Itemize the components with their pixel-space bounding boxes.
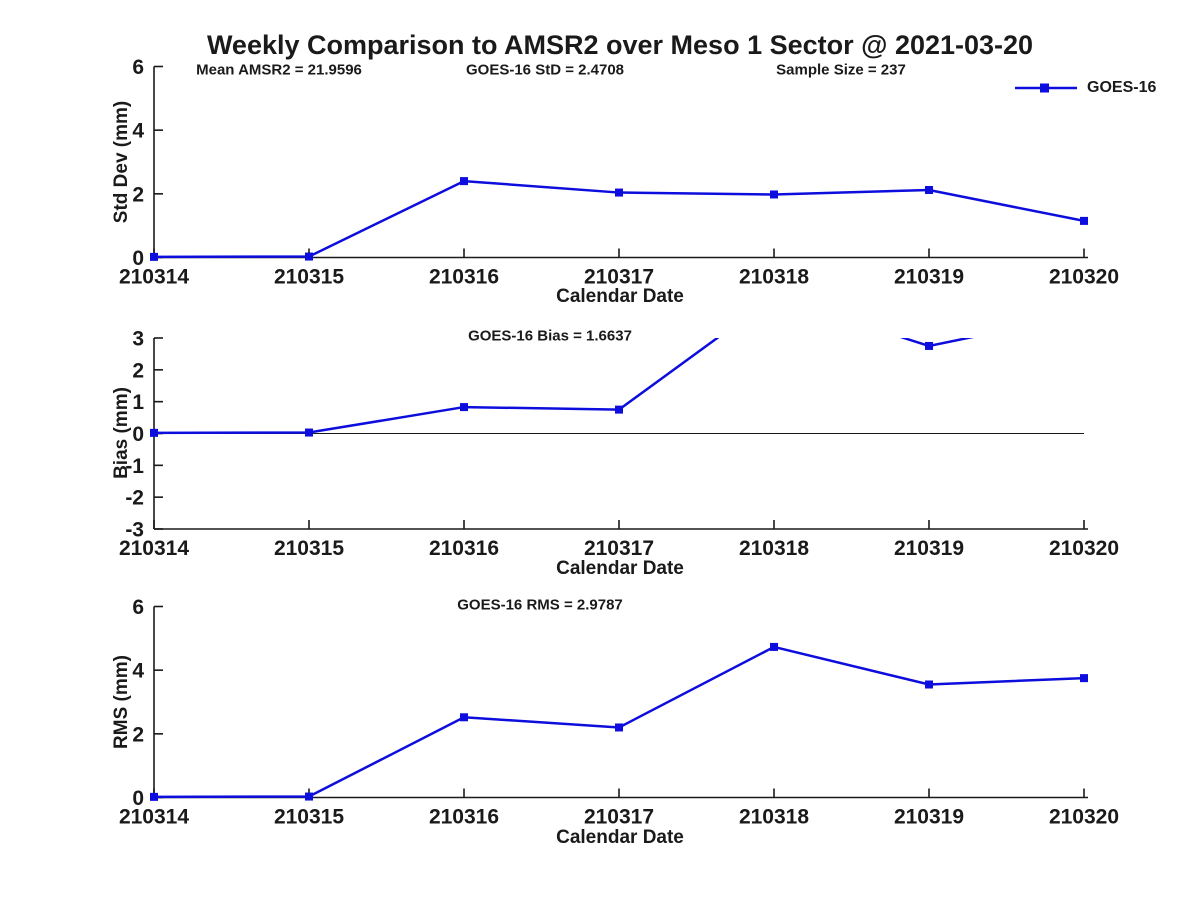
x-tick-label: 210317 xyxy=(584,266,654,289)
data-point-marker xyxy=(460,177,468,186)
data-point-marker xyxy=(1080,674,1088,683)
data-point-marker xyxy=(925,680,933,689)
annotation-goes16-std: GOES-16 StD = 2.4708 xyxy=(466,61,624,79)
data-point-marker xyxy=(460,713,468,722)
data-point-marker xyxy=(1080,216,1088,225)
data-point-marker xyxy=(460,403,468,412)
data-point-marker xyxy=(305,792,313,801)
x-tick-label: 210316 xyxy=(429,806,499,829)
y-tick-label: 1 xyxy=(132,391,144,414)
y-tick-label: -2 xyxy=(125,487,144,510)
x-tick-label: 210315 xyxy=(274,806,344,829)
data-point-marker xyxy=(615,188,623,197)
annotation-mean-amsr2: Mean AMSR2 = 21.9596 xyxy=(196,61,362,79)
annotation-sample-size: Sample Size = 237 xyxy=(776,61,906,79)
x-tick-label: 210315 xyxy=(274,266,344,289)
y-tick-label: 2 xyxy=(132,723,144,746)
y-tick-label: -3 xyxy=(125,519,144,542)
data-point-marker xyxy=(150,428,158,437)
data-point-marker xyxy=(770,190,778,199)
y-tick-label: -1 xyxy=(125,455,144,478)
x-tick-label: 210315 xyxy=(274,537,344,560)
data-point-marker xyxy=(150,792,158,801)
x-tick-label: 210314 xyxy=(119,537,189,560)
y-tick-label: 0 xyxy=(132,423,144,446)
data-point-marker xyxy=(305,252,313,261)
x-tick-label: 210316 xyxy=(429,537,499,560)
x-tick-label: 210319 xyxy=(894,806,964,829)
x-tick-label: 210317 xyxy=(584,537,654,560)
data-point-marker xyxy=(925,341,933,350)
legend-marker xyxy=(1040,83,1049,93)
legend-label: GOES-16 xyxy=(1087,79,1157,96)
y-tick-label: 0 xyxy=(132,787,144,810)
y-tick-label: 3 xyxy=(132,328,144,351)
x-tick-label: 210320 xyxy=(1049,806,1119,829)
data-point-marker xyxy=(305,428,313,437)
data-point-marker xyxy=(925,186,933,195)
legend-line-sample xyxy=(1015,83,1077,93)
x-axis-label-bias: Calendar Date xyxy=(556,558,684,579)
y-tick-label: 6 xyxy=(132,56,144,79)
y-tick-label: 6 xyxy=(132,596,144,619)
data-point-marker xyxy=(615,723,623,732)
x-tick-label: 210318 xyxy=(739,537,809,560)
x-tick-label: 210316 xyxy=(429,266,499,289)
series-line-goes-16 xyxy=(153,645,1085,799)
y-tick-label: 4 xyxy=(132,660,144,683)
x-tick-label: 210318 xyxy=(739,266,809,289)
x-axis-label-rms: Calendar Date xyxy=(556,827,684,848)
y-axis-label-bias: Bias (mm) xyxy=(111,387,132,479)
annotation-goes16-rms: GOES-16 RMS = 2.9787 xyxy=(457,596,623,614)
y-axis-label-rms: RMS (mm) xyxy=(111,655,132,749)
x-tick-label: 210317 xyxy=(584,806,654,829)
y-tick-label: 2 xyxy=(132,183,144,206)
std_dev_panel-plot: 0 2 4 6 210314 210315 210316 210317 210318 210319… xyxy=(119,56,1119,289)
x-tick-label: 210320 xyxy=(1049,266,1119,289)
x-tick-label: 210314 xyxy=(119,266,189,289)
legend: GOES-16 xyxy=(1014,79,1156,97)
rms_panel-plot: 0 2 4 6 210314 210315 210316 210317 210318 210319… xyxy=(119,596,1119,829)
y-axis-label-stddev: Std Dev (mm) xyxy=(111,100,132,224)
x-tick-label: 210319 xyxy=(894,266,964,289)
figure-title: Weekly Comparison to AMSR2 over Meso 1 S… xyxy=(206,30,1034,60)
data-point-marker xyxy=(150,252,158,261)
x-tick-label: 210320 xyxy=(1049,537,1119,560)
x-tick-label: 210319 xyxy=(894,537,964,560)
annotation-goes16-bias: GOES-16 Bias = 1.6637 xyxy=(468,327,632,345)
data-point-marker xyxy=(770,642,778,651)
x-tick-label: 210318 xyxy=(739,806,809,829)
y-tick-label: 4 xyxy=(132,120,144,143)
x-tick-label: 210314 xyxy=(119,806,189,829)
x-axis-label-stddev: Calendar Date xyxy=(556,286,684,307)
y-tick-label: 2 xyxy=(132,359,144,382)
data-point-marker xyxy=(615,405,623,414)
y-tick-label: 0 xyxy=(132,247,144,270)
